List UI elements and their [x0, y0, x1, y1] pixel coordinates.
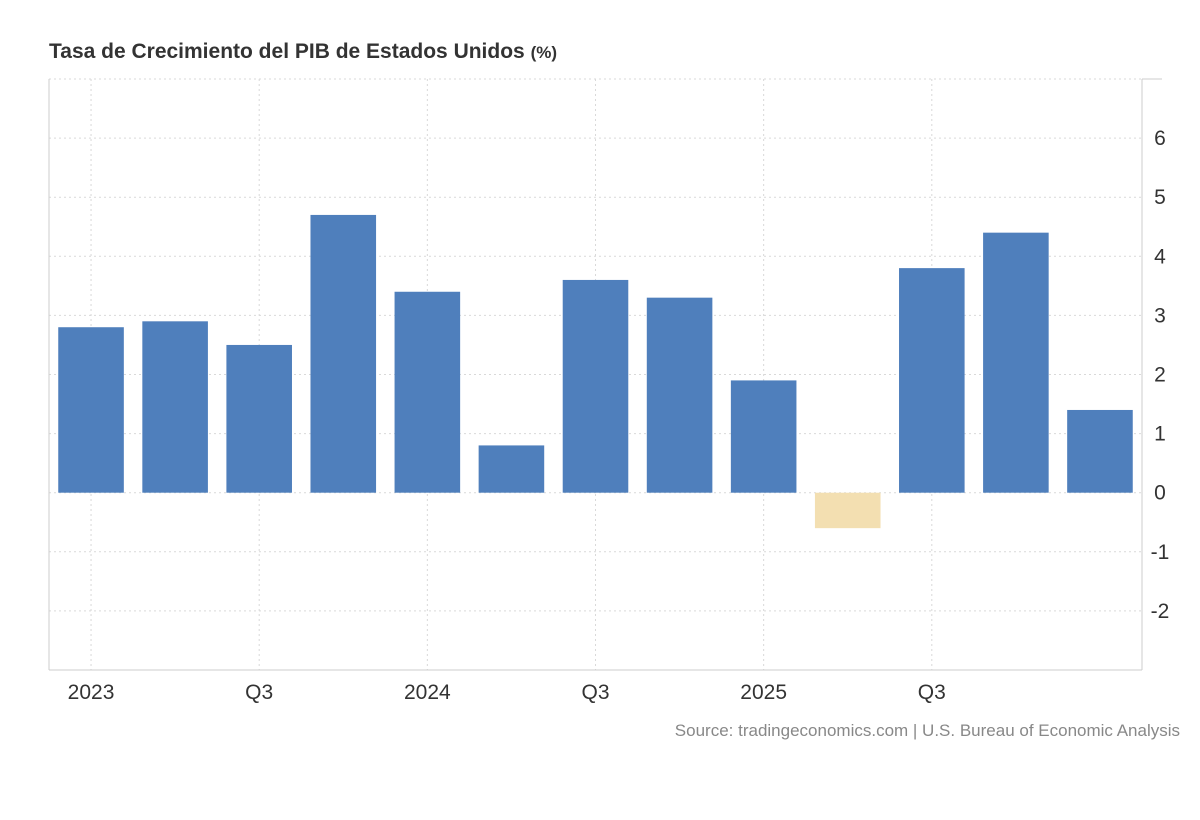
bar [478, 445, 545, 493]
bar [730, 380, 797, 493]
chart-title-unit: (%) [530, 43, 558, 62]
chart-source: Source: tradingeconomics.com | U.S. Bure… [674, 721, 1180, 740]
bar [562, 279, 629, 493]
bar [394, 291, 461, 493]
bar [983, 232, 1049, 493]
x-tick-label: Q3 [245, 681, 273, 704]
x-tick-label: 2023 [68, 681, 115, 704]
bar [1067, 409, 1133, 493]
x-tick-label: 2025 [740, 681, 787, 704]
bar [310, 214, 377, 493]
y-tick-label: 2 [1154, 364, 1166, 387]
y-tick-label: -2 [1151, 600, 1170, 623]
x-tick-label: Q3 [581, 681, 609, 704]
y-tick-label: 6 [1154, 127, 1166, 150]
bar [226, 344, 292, 493]
y-tick-label: 1 [1154, 423, 1166, 446]
bar [58, 327, 124, 493]
x-tick-label: Q3 [918, 681, 946, 704]
bar [646, 297, 713, 493]
y-tick-label: 5 [1154, 186, 1166, 209]
y-tick-label: 4 [1154, 245, 1166, 268]
x-tick-label: 2024 [404, 681, 451, 704]
chart-title-text: Tasa de Crecimiento del PIB de Estados U… [49, 40, 525, 63]
y-tick-label: 0 [1154, 482, 1166, 505]
y-tick-label: 3 [1154, 304, 1166, 327]
bar [142, 321, 208, 493]
chart-title: Tasa de Crecimiento del PIB de Estados U… [49, 40, 557, 64]
bar [814, 492, 881, 529]
bar [899, 268, 965, 493]
y-tick-label: -1 [1151, 541, 1170, 564]
